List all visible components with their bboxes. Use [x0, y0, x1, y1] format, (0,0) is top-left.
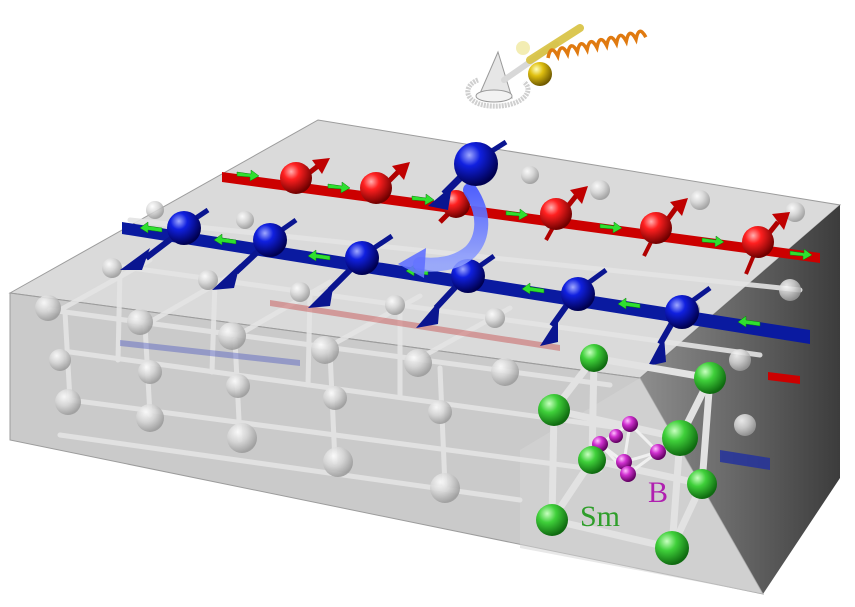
red-chain-bar-side [768, 372, 800, 384]
scattered-neutron [398, 139, 508, 278]
boron-octahedron [592, 416, 666, 482]
blue-spin [212, 217, 298, 290]
blue-spin [120, 207, 210, 270]
incoming-blue-spin [454, 142, 498, 186]
blue-chain-bar-side [720, 450, 770, 470]
red-chain-bar-back [270, 300, 560, 351]
red-spin [742, 212, 790, 275]
red-spin [640, 198, 688, 257]
red-spin-atoms [280, 158, 790, 275]
label-samarium: Sm [580, 500, 620, 533]
red-chain-green-arrows [236, 169, 813, 261]
slab-side-face [640, 205, 840, 594]
blue-spin-chain [120, 207, 810, 470]
samarium-atoms [536, 344, 726, 565]
label-boron: B [648, 476, 668, 509]
blue-spin [416, 253, 496, 328]
spinning-top-with-spring-icon [465, 24, 648, 109]
curved-arrow-head [398, 248, 426, 278]
red-spin [360, 162, 410, 204]
curved-blue-arrow-icon [413, 183, 489, 272]
blue-spin [540, 267, 608, 346]
unit-cell: Sm B [536, 344, 726, 565]
blue-chain-bar-back [120, 340, 300, 366]
photon-spring [546, 29, 648, 62]
red-spin [540, 186, 588, 241]
red-spin [280, 158, 330, 194]
blue-spin-atoms [120, 207, 712, 366]
blue-spin [648, 285, 712, 366]
slab-front-panel [520, 378, 763, 594]
blue-spin [308, 233, 394, 308]
red-spin-chain [222, 158, 820, 384]
